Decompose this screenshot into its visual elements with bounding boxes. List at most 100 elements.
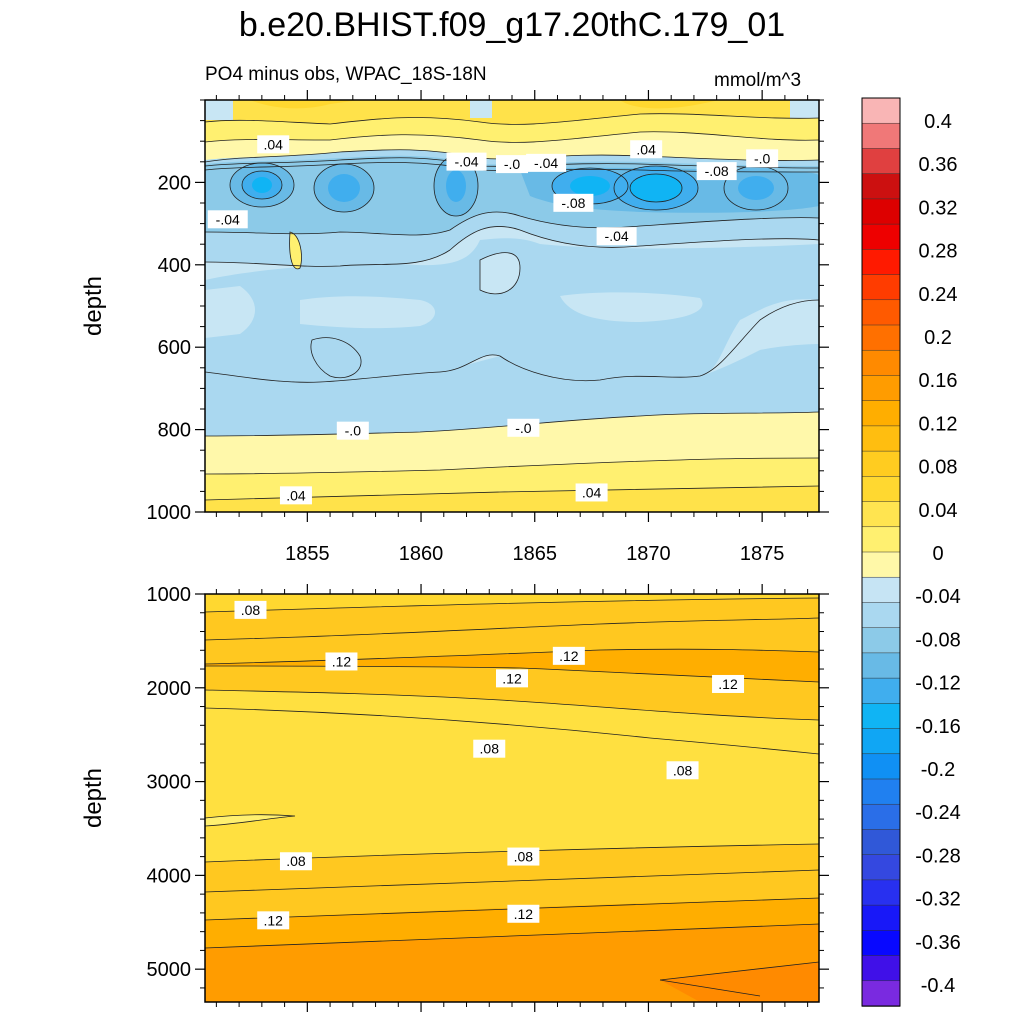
colorbar-swatch: [861, 122, 901, 150]
contour-label: .12: [552, 646, 585, 665]
contour-label: .12: [325, 652, 358, 671]
contour-label: .08: [279, 852, 312, 871]
contour-label: -.04: [596, 227, 637, 246]
lower-panel-axes: 1000 2000 3000 4000 5000: [147, 584, 829, 1012]
colorbar-label: -0.16: [915, 716, 961, 738]
colorbar-swatch: [861, 854, 901, 881]
contour-label-text: .04: [286, 487, 306, 503]
contour-label: -.04: [207, 210, 248, 229]
colorbar-swatch: [861, 753, 901, 780]
colorbar-swatch: [861, 551, 901, 578]
colorbar-label: 0: [932, 543, 943, 565]
contour-label-text: -.04: [605, 228, 629, 244]
contour-label-text: .08: [241, 602, 261, 618]
contour-label-text: .12: [559, 648, 579, 664]
colorbar-swatch: [861, 173, 901, 200]
colorbar-swatch: [861, 677, 901, 705]
x-tick-label: 1870: [626, 543, 671, 565]
lower-y-axis-title: depth: [80, 768, 107, 828]
contour-label-text: -.0: [504, 156, 521, 172]
contour-label: -.0: [496, 155, 528, 174]
contour-label: .04: [257, 135, 290, 154]
x-tick-label: 1865: [512, 543, 557, 565]
contour-label-text: -.04: [454, 154, 478, 170]
y-tick-label: 800: [158, 420, 191, 442]
colorbar-swatch: [861, 803, 901, 831]
contour-label-text: .08: [673, 762, 693, 778]
colorbar-frame: [861, 97, 901, 1007]
contour-label: .08: [234, 600, 267, 619]
y-tick-label: 200: [158, 172, 191, 194]
contour-label: .08: [666, 761, 699, 780]
y-tick-label: 600: [158, 337, 191, 359]
colorbar-label: 0.2: [924, 327, 952, 349]
contour-label: -.04: [446, 152, 487, 171]
colorbar: 0.4 0.36 0.32 0.28 0.24 0.2 0.16 0.12 0.08 0.04 0 -…: [861, 97, 961, 1007]
contour-label: .04: [279, 486, 312, 505]
colorbar-swatch: [861, 526, 901, 553]
contour-label: .04: [575, 483, 608, 502]
contour-label-text: .12: [263, 912, 283, 928]
y-tick-label: 400: [158, 255, 191, 277]
colorbar-swatch: [861, 299, 901, 326]
colorbar-label: -0.08: [915, 629, 961, 651]
colorbar-label: 0.04: [919, 500, 958, 522]
colorbar-label: -0.4: [921, 975, 955, 997]
contour-label: -.04: [526, 153, 567, 172]
colorbar-swatch: [861, 879, 901, 906]
colorbar-label: 0.16: [919, 370, 958, 392]
contour-label: .12: [257, 911, 290, 930]
y-tick-label: 4000: [147, 865, 192, 887]
colorbar-label: 0.28: [919, 241, 958, 263]
y-tick-label: 5000: [147, 959, 192, 981]
contour-label: .12: [496, 669, 528, 688]
x-tick-label: 1860: [399, 543, 444, 565]
contour-label: .12: [712, 674, 745, 693]
colorbar-swatch: [861, 223, 901, 251]
colorbar-swatch: [861, 476, 901, 503]
colorbar-label: 0.08: [919, 457, 958, 479]
colorbar-swatch: [861, 904, 901, 932]
colorbar-swatch: [861, 652, 901, 679]
colorbar-swatch: [861, 778, 901, 805]
contour-label-text: -.0: [754, 150, 771, 166]
x-tick-label: 1875: [740, 543, 785, 565]
lower-panel-field: [205, 594, 819, 1002]
colorbar-label: -0.12: [915, 673, 961, 695]
contour-label: .12: [507, 904, 540, 923]
x-tick-label: 1855: [285, 543, 330, 565]
colorbar-label: -0.36: [915, 932, 961, 954]
colorbar-swatch: [861, 375, 901, 402]
colorbar-swatch: [861, 148, 901, 175]
y-tick-label: 1000: [147, 584, 192, 606]
contour-label-text: .12: [332, 653, 352, 669]
y-tick-label: 1000: [147, 502, 192, 524]
contour-label: .08: [473, 739, 506, 758]
colorbar-label: -0.24: [915, 802, 961, 824]
upper-y-axis-title: depth: [80, 276, 107, 336]
colorbar-swatch: [861, 198, 901, 225]
upper-panel-axes: 1855 1860 1865 1870 1875 200 400 600 800 1000: [147, 90, 829, 565]
upper-panel-contour-labels: .04 -.04 -.0 -.04 .04 -.0 -.08 -.04 -.08 -.04 -.0 -…: [207, 135, 779, 505]
colorbar-label: -0.32: [915, 889, 961, 911]
contour-label-text: .04: [636, 141, 656, 157]
colorbar-swatch: [861, 955, 901, 982]
colorbar-label: 0.4: [924, 111, 952, 133]
colorbar-swatch: [861, 829, 901, 856]
colorbar-swatch: [861, 274, 901, 301]
contour-label-text: .12: [502, 670, 522, 686]
colorbar-swatch: [861, 450, 901, 478]
contour-label: -.0: [336, 421, 369, 440]
colorbar-swatch: [861, 728, 901, 755]
contour-label-text: .08: [514, 849, 534, 865]
colorbar-swatch: [861, 400, 901, 427]
colorbar-label: -0.04: [915, 586, 961, 608]
contour-label-text: .12: [514, 906, 534, 922]
chart-subtitle: PO4 minus obs, WPAC_18S-18N: [205, 64, 487, 85]
contour-label: -.0: [507, 418, 540, 437]
contour-label-text: .04: [582, 484, 602, 500]
colorbar-label: -0.2: [921, 759, 955, 781]
chart-title: b.e20.BHIST.f09_g17.20thC.179_01: [238, 6, 786, 44]
contour-label: -.08: [696, 162, 737, 181]
